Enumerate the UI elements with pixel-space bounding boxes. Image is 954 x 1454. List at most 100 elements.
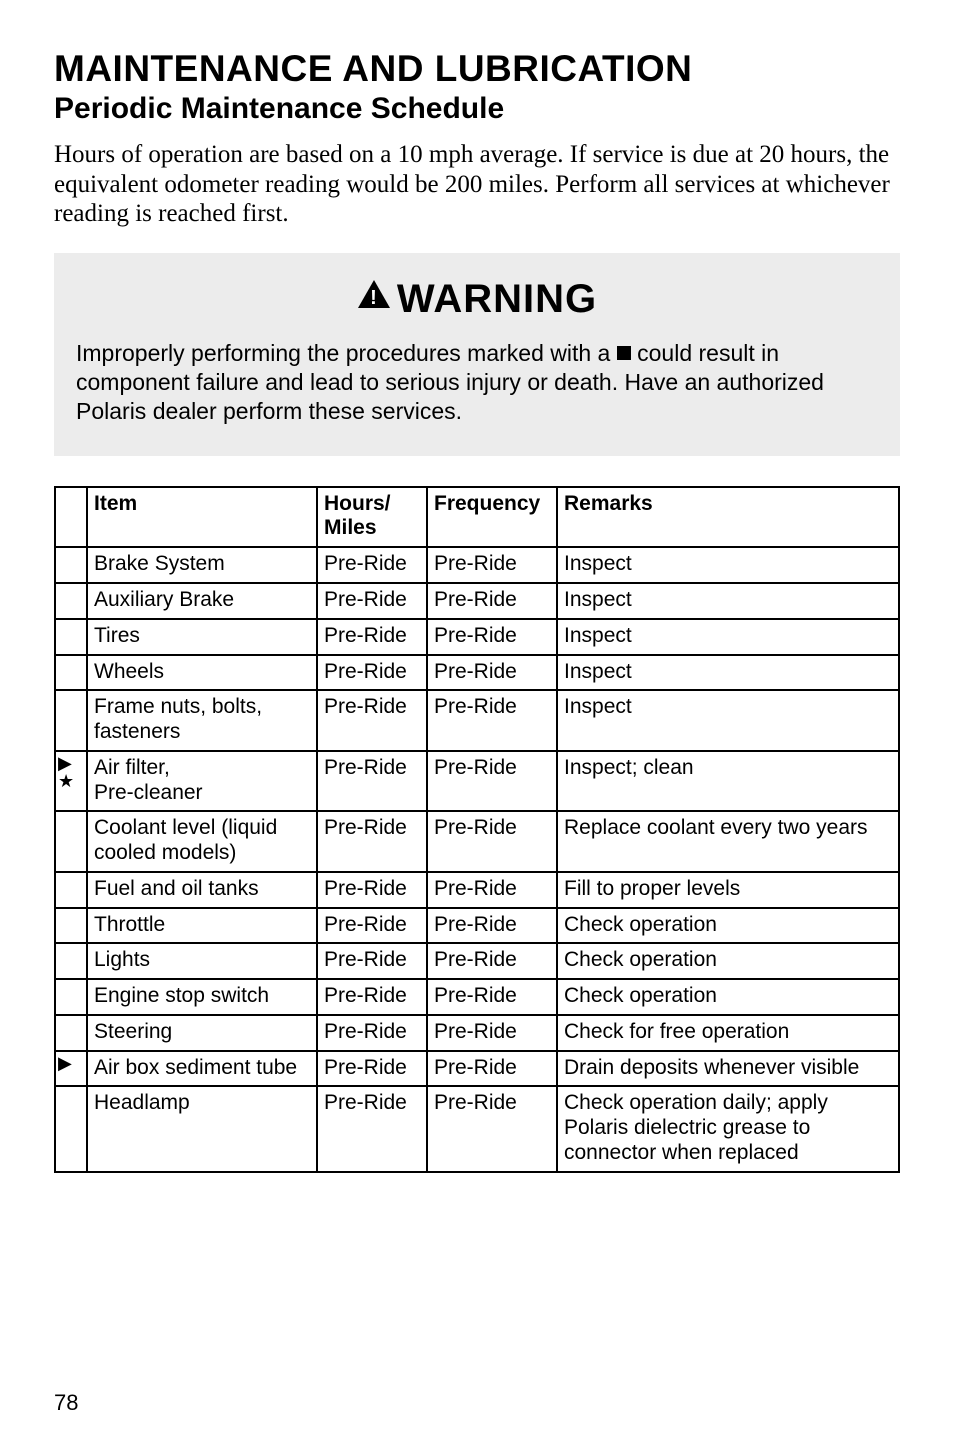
table-row: ▶ ★Air filter, Pre-cleanerPre-RidePre-Ri… bbox=[55, 751, 899, 812]
table-row: WheelsPre-RidePre-RideInspect bbox=[55, 655, 899, 691]
frequency-cell: Pre-Ride bbox=[427, 690, 557, 751]
item-cell: Air box sediment tube bbox=[87, 1051, 317, 1087]
remarks-cell: Fill to proper levels bbox=[557, 872, 899, 908]
remarks-cell: Inspect; clean bbox=[557, 751, 899, 812]
table-header-row: Item Hours/ Miles Frequency Remarks bbox=[55, 487, 899, 548]
intro-paragraph: Hours of operation are based on a 10 mph… bbox=[54, 140, 900, 229]
hours-cell: Pre-Ride bbox=[317, 872, 427, 908]
hours-cell: Pre-Ride bbox=[317, 619, 427, 655]
table-row: Auxiliary BrakePre-RidePre-RideInspect bbox=[55, 583, 899, 619]
frequency-cell: Pre-Ride bbox=[427, 751, 557, 812]
frequency-cell: Pre-Ride bbox=[427, 872, 557, 908]
symbol-cell bbox=[55, 547, 87, 583]
warning-body: Improperly performing the procedures mar… bbox=[76, 339, 878, 425]
remarks-cell: Inspect bbox=[557, 547, 899, 583]
hours-cell: Pre-Ride bbox=[317, 690, 427, 751]
symbol-cell bbox=[55, 811, 87, 872]
hours-cell: Pre-Ride bbox=[317, 583, 427, 619]
frequency-cell: Pre-Ride bbox=[427, 979, 557, 1015]
remarks-cell: Check operation bbox=[557, 908, 899, 944]
frequency-cell: Pre-Ride bbox=[427, 1051, 557, 1087]
black-square-icon bbox=[617, 346, 631, 360]
frequency-cell: Pre-Ride bbox=[427, 1015, 557, 1051]
item-cell: Brake System bbox=[87, 547, 317, 583]
symbol-cell bbox=[55, 979, 87, 1015]
item-cell: Tires bbox=[87, 619, 317, 655]
symbol-cell bbox=[55, 872, 87, 908]
table-row: Brake SystemPre-RidePre-RideInspect bbox=[55, 547, 899, 583]
frequency-cell: Pre-Ride bbox=[427, 943, 557, 979]
item-cell: Throttle bbox=[87, 908, 317, 944]
frequency-cell: Pre-Ride bbox=[427, 908, 557, 944]
warning-title-text: WARNING bbox=[397, 277, 597, 321]
hours-cell: Pre-Ride bbox=[317, 655, 427, 691]
warning-body-before: Improperly performing the procedures mar… bbox=[76, 340, 617, 366]
item-cell: Engine stop switch bbox=[87, 979, 317, 1015]
page-heading-2: Periodic Maintenance Schedule bbox=[54, 92, 900, 126]
remarks-cell: Check operation daily; apply Polaris die… bbox=[557, 1086, 899, 1171]
symbol-cell bbox=[55, 1086, 87, 1171]
table-row: LightsPre-RidePre-RideCheck operation bbox=[55, 943, 899, 979]
header-remarks: Remarks bbox=[557, 487, 899, 548]
header-hours: Hours/ Miles bbox=[317, 487, 427, 548]
frequency-cell: Pre-Ride bbox=[427, 619, 557, 655]
header-frequency: Frequency bbox=[427, 487, 557, 548]
warning-triangle-icon: ! bbox=[357, 274, 391, 319]
page-heading-1: MAINTENANCE AND LUBRICATION bbox=[54, 48, 900, 90]
remarks-cell: Check operation bbox=[557, 979, 899, 1015]
remarks-cell: Drain deposits whenever visible bbox=[557, 1051, 899, 1087]
table-row: SteeringPre-RidePre-RideCheck for free o… bbox=[55, 1015, 899, 1051]
symbol-cell bbox=[55, 1015, 87, 1051]
hours-cell: Pre-Ride bbox=[317, 1086, 427, 1171]
symbol-cell bbox=[55, 690, 87, 751]
warning-box: ! WARNING Improperly performing the proc… bbox=[54, 253, 900, 456]
hours-cell: Pre-Ride bbox=[317, 943, 427, 979]
symbol-cell bbox=[55, 655, 87, 691]
frequency-cell: Pre-Ride bbox=[427, 811, 557, 872]
hours-cell: Pre-Ride bbox=[317, 811, 427, 872]
item-cell: Steering bbox=[87, 1015, 317, 1051]
symbol-cell bbox=[55, 583, 87, 619]
remarks-cell: Check for free operation bbox=[557, 1015, 899, 1051]
symbol-cell bbox=[55, 619, 87, 655]
remarks-cell: Inspect bbox=[557, 583, 899, 619]
table-row: Fuel and oil tanksPre-RidePre-RideFill t… bbox=[55, 872, 899, 908]
symbol-cell: ▶ bbox=[55, 1051, 87, 1087]
hours-cell: Pre-Ride bbox=[317, 979, 427, 1015]
header-item: Item bbox=[87, 487, 317, 548]
hours-cell: Pre-Ride bbox=[317, 751, 427, 812]
maintenance-table: Item Hours/ Miles Frequency Remarks Brak… bbox=[54, 486, 900, 1173]
item-cell: Fuel and oil tanks bbox=[87, 872, 317, 908]
table-row: Coolant level (liquid cooled models)Pre-… bbox=[55, 811, 899, 872]
symbol-cell bbox=[55, 943, 87, 979]
hours-cell: Pre-Ride bbox=[317, 1051, 427, 1087]
item-cell: Air filter, Pre-cleaner bbox=[87, 751, 317, 812]
frequency-cell: Pre-Ride bbox=[427, 655, 557, 691]
table-row: Frame nuts, bolts, fastenersPre-RidePre-… bbox=[55, 690, 899, 751]
table-row: HeadlampPre-RidePre-RideCheck operation … bbox=[55, 1086, 899, 1171]
item-cell: Frame nuts, bolts, fasteners bbox=[87, 690, 317, 751]
item-cell: Headlamp bbox=[87, 1086, 317, 1171]
remarks-cell: Inspect bbox=[557, 690, 899, 751]
table-row: ▶Air box sediment tubePre-RidePre-RideDr… bbox=[55, 1051, 899, 1087]
item-cell: Coolant level (liquid cooled models) bbox=[87, 811, 317, 872]
hours-cell: Pre-Ride bbox=[317, 1015, 427, 1051]
item-cell: Wheels bbox=[87, 655, 317, 691]
item-cell: Auxiliary Brake bbox=[87, 583, 317, 619]
page-number: 78 bbox=[54, 1390, 78, 1416]
warning-heading: ! WARNING bbox=[76, 277, 878, 324]
hours-cell: Pre-Ride bbox=[317, 547, 427, 583]
table-row: TiresPre-RidePre-RideInspect bbox=[55, 619, 899, 655]
frequency-cell: Pre-Ride bbox=[427, 1086, 557, 1171]
table-row: ThrottlePre-RidePre-RideCheck operation bbox=[55, 908, 899, 944]
header-symbol bbox=[55, 487, 87, 548]
remarks-cell: Inspect bbox=[557, 619, 899, 655]
symbol-cell bbox=[55, 908, 87, 944]
frequency-cell: Pre-Ride bbox=[427, 583, 557, 619]
remarks-cell: Check operation bbox=[557, 943, 899, 979]
frequency-cell: Pre-Ride bbox=[427, 547, 557, 583]
remarks-cell: Inspect bbox=[557, 655, 899, 691]
table-row: Engine stop switchPre-RidePre-RideCheck … bbox=[55, 979, 899, 1015]
symbol-cell: ▶ ★ bbox=[55, 751, 87, 812]
hours-cell: Pre-Ride bbox=[317, 908, 427, 944]
